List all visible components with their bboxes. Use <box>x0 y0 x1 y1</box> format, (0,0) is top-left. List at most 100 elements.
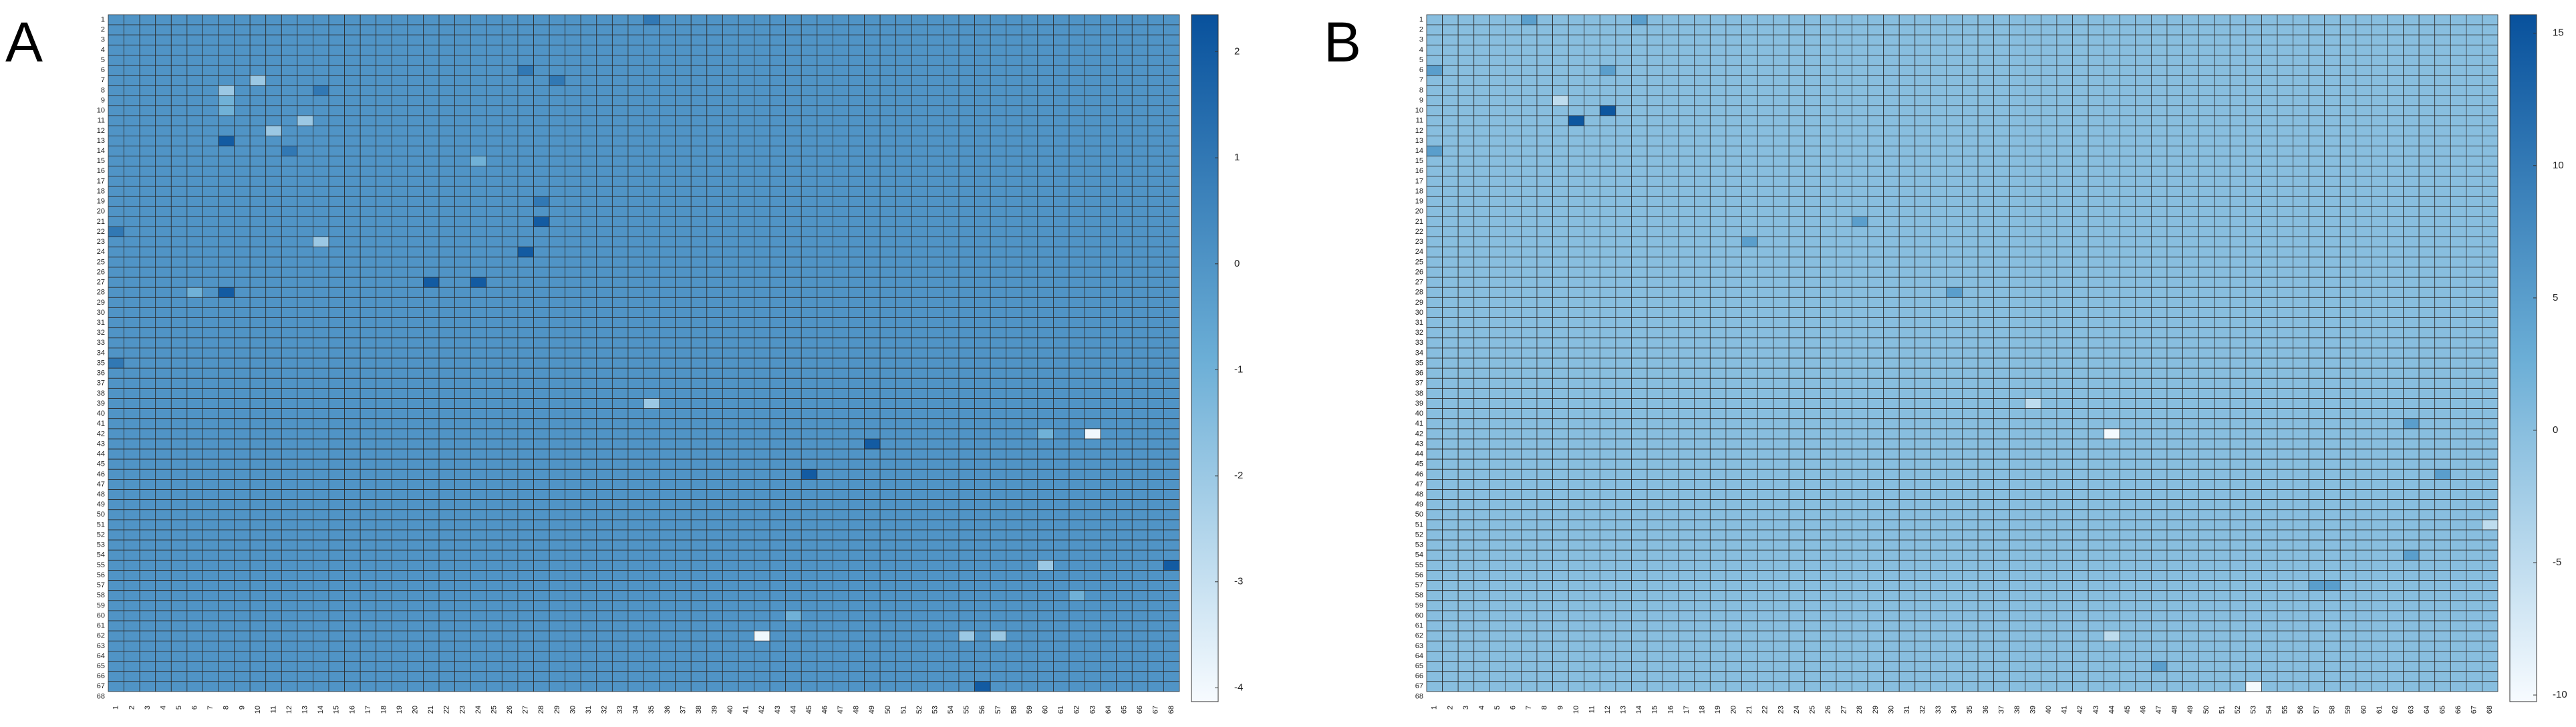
heatmap-cell <box>360 458 377 470</box>
heatmap-cell <box>501 620 519 631</box>
heatmap-cell <box>470 570 487 581</box>
heatmap-cell <box>1788 24 1806 35</box>
heatmap-cell <box>643 327 660 339</box>
heatmap-cell <box>470 651 487 662</box>
heatmap-cell <box>1006 559 1022 571</box>
heatmap-cell <box>911 146 928 157</box>
heatmap-cell <box>675 438 692 450</box>
heatmap-cell <box>1426 24 1443 35</box>
heatmap-cell <box>596 408 613 420</box>
heatmap-cell <box>785 580 802 591</box>
heatmap-cell <box>627 398 644 409</box>
heatmap-cell <box>438 509 456 521</box>
heatmap-cell <box>470 681 487 692</box>
heatmap-cell <box>1006 136 1022 146</box>
heatmap-cell <box>281 297 298 308</box>
heatmap-cell <box>297 317 313 329</box>
heatmap-cell <box>265 115 282 126</box>
heatmap-cell <box>879 368 897 379</box>
heatmap-cell <box>454 95 471 106</box>
heatmap-cell <box>1163 267 1180 278</box>
heatmap-cell <box>438 499 456 511</box>
heatmap-cell <box>139 297 156 308</box>
heatmap-cell <box>785 671 802 682</box>
heatmap-cell <box>942 186 960 197</box>
heatmap-cell <box>454 156 471 167</box>
heatmap-cell <box>1131 681 1149 692</box>
heatmap-cell <box>376 55 392 65</box>
heatmap-cell <box>879 580 897 591</box>
heatmap-cell <box>170 186 188 197</box>
heatmap-cell <box>533 448 550 460</box>
heatmap-cell <box>423 287 440 298</box>
heatmap-cell <box>1085 297 1101 308</box>
heatmap-cell <box>108 580 124 591</box>
heatmap-cell <box>1068 590 1085 601</box>
heatmap-cell <box>942 428 960 440</box>
heatmap-cell <box>2482 14 2498 25</box>
heatmap-cell <box>958 65 975 76</box>
heatmap-cell <box>407 277 424 288</box>
heatmap-cell <box>659 509 676 521</box>
heatmap-cell <box>170 479 188 490</box>
heatmap-cell <box>549 559 566 571</box>
heatmap-cell <box>580 378 597 389</box>
heatmap-cell <box>1457 34 1475 45</box>
heatmap-cell <box>801 357 818 369</box>
heatmap-cell <box>186 529 203 541</box>
heatmap-cell <box>218 105 235 116</box>
heatmap-cell <box>769 489 786 500</box>
heatmap-cell <box>438 307 456 318</box>
heatmap-cell <box>895 357 912 369</box>
heatmap-cell <box>1100 115 1117 126</box>
heatmap-cell <box>376 408 392 420</box>
heatmap-cell <box>297 105 313 116</box>
heatmap-cell <box>1163 671 1180 682</box>
heatmap-cell <box>1116 479 1133 490</box>
heatmap-cell <box>1068 317 1085 329</box>
heatmap-cell <box>927 519 944 531</box>
heatmap-cell <box>832 257 849 268</box>
heatmap-cell <box>517 196 534 207</box>
heatmap-cell <box>344 34 361 45</box>
heatmap-cell <box>801 115 818 126</box>
heatmap-cell <box>186 297 203 308</box>
heatmap-cell <box>1037 186 1054 197</box>
heatmap-cell <box>565 237 581 248</box>
heatmap-cell <box>565 489 581 500</box>
heatmap-cell <box>124 75 140 86</box>
heatmap-cell <box>832 640 849 651</box>
heatmap-cell <box>958 34 975 45</box>
heatmap-cell <box>879 307 897 318</box>
heatmap-cell <box>1053 661 1070 672</box>
heatmap-cell <box>738 661 754 672</box>
heatmap-cell <box>328 156 345 167</box>
heatmap-cell <box>2339 34 2357 45</box>
heatmap-cell <box>470 166 487 177</box>
heatmap-cell <box>690 368 708 379</box>
heatmap-cell <box>501 317 519 329</box>
heatmap-cell <box>1100 448 1117 460</box>
heatmap-cell <box>769 479 786 490</box>
heatmap-cell <box>738 95 754 106</box>
heatmap-cell <box>313 95 329 106</box>
heatmap-cell <box>643 337 660 349</box>
heatmap-cell <box>1457 24 1475 35</box>
heatmap-cell <box>596 166 613 177</box>
heatmap-cell <box>690 388 708 399</box>
heatmap-cell <box>313 44 329 55</box>
y-tick-label: 54 <box>97 551 105 559</box>
heatmap-cell <box>2119 34 2136 45</box>
heatmap-cell <box>643 590 660 601</box>
heatmap-cell <box>108 468 124 480</box>
heatmap-cell <box>611 408 629 420</box>
heatmap-cell <box>1505 14 1522 25</box>
heatmap-cell <box>848 549 865 561</box>
heatmap-cell <box>328 317 345 329</box>
heatmap-cell <box>1131 580 1149 591</box>
heatmap-cell <box>627 610 644 621</box>
heatmap-cell <box>706 105 723 116</box>
heatmap-cell <box>344 257 361 268</box>
heatmap-cell <box>895 600 912 611</box>
heatmap-cell <box>817 489 833 500</box>
